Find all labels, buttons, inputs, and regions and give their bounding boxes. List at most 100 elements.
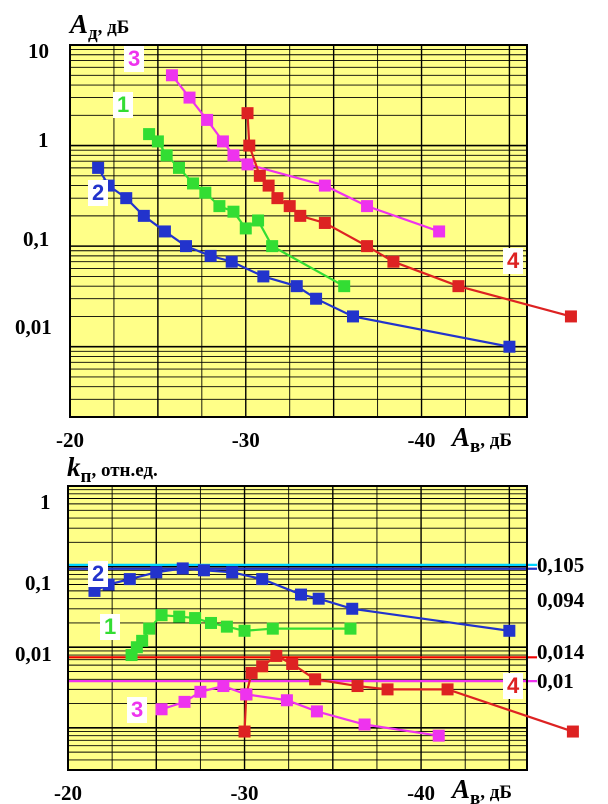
data-point bbox=[266, 240, 279, 253]
data-point bbox=[213, 200, 226, 213]
series-label-bg bbox=[503, 248, 523, 274]
data-point bbox=[441, 683, 454, 696]
data-point bbox=[239, 222, 252, 235]
tick-labels: -20 -30 -40 1 0,1 0,01 bbox=[15, 490, 435, 804]
data-point bbox=[241, 107, 254, 120]
data-point bbox=[433, 225, 446, 238]
x-tick-label: -40 bbox=[408, 428, 436, 452]
data-point bbox=[252, 214, 265, 227]
data-point bbox=[92, 161, 105, 174]
plot-frame bbox=[67, 485, 528, 771]
y-tick-label: 0,01 bbox=[15, 315, 52, 339]
data-point bbox=[358, 718, 371, 731]
data-point bbox=[217, 680, 230, 693]
data-point bbox=[344, 622, 357, 635]
data-point bbox=[216, 135, 229, 148]
data-point bbox=[361, 200, 374, 213]
x-tick-label: -20 bbox=[56, 428, 84, 452]
data-point bbox=[361, 240, 374, 253]
data-point bbox=[238, 725, 251, 738]
data-point bbox=[318, 216, 331, 229]
chart-coefficient: 2 1 4 3 -20 -30 -40 1 0,1 0,01 kп, отн.ед. Aв, д… bbox=[15, 452, 579, 804]
series-label: 2 bbox=[92, 561, 104, 586]
data-point bbox=[199, 186, 212, 199]
data-point bbox=[290, 280, 303, 293]
data-point bbox=[241, 158, 254, 171]
data-point bbox=[194, 685, 207, 698]
data-point bbox=[136, 634, 149, 647]
series-group: 2 1 4 3 bbox=[88, 561, 579, 742]
data-point bbox=[204, 249, 217, 262]
x-tick-label: -20 bbox=[54, 781, 82, 804]
data-point bbox=[204, 616, 217, 629]
x-axis-title: Aв, дБ bbox=[450, 422, 512, 457]
data-point bbox=[172, 161, 185, 174]
data-point bbox=[150, 566, 163, 579]
series-label: 3 bbox=[128, 46, 140, 71]
data-point bbox=[452, 280, 465, 293]
data-point bbox=[381, 683, 394, 696]
data-point bbox=[286, 657, 299, 670]
y-tick-label: 0,1 bbox=[23, 227, 49, 251]
series-label-bg bbox=[503, 673, 523, 699]
series-label-bg bbox=[127, 697, 147, 723]
data-point bbox=[155, 703, 168, 716]
data-point bbox=[294, 209, 307, 222]
data-point bbox=[270, 649, 283, 662]
data-point bbox=[256, 573, 269, 586]
data-point bbox=[173, 610, 186, 623]
tick-labels: -20 -30 -40 10 1 0,1 0,01 bbox=[15, 39, 436, 452]
data-point bbox=[137, 209, 150, 222]
series-label: 1 bbox=[117, 92, 129, 117]
x-tick-label: -30 bbox=[232, 428, 260, 452]
plot-area bbox=[70, 45, 527, 417]
series-group: 3 1 2 4 bbox=[88, 46, 577, 353]
data-point bbox=[283, 200, 296, 213]
x-tick-label: -30 bbox=[231, 781, 259, 804]
series-label: 3 bbox=[131, 697, 143, 722]
data-point bbox=[243, 139, 256, 152]
data-point bbox=[387, 255, 400, 268]
reference-lines bbox=[68, 563, 537, 683]
data-point bbox=[151, 135, 164, 148]
data-point bbox=[318, 179, 331, 192]
data-point bbox=[201, 113, 214, 126]
data-point bbox=[240, 688, 253, 701]
plot-frame bbox=[69, 44, 528, 418]
data-point bbox=[432, 729, 445, 742]
chart-attenuation: 3 1 2 4 -20 -30 -40 10 1 0,1 0,01 Aд, дБ Aв, дБ bbox=[15, 9, 577, 457]
series-label-bg bbox=[100, 614, 120, 640]
data-point bbox=[280, 694, 293, 707]
series-label: 2 bbox=[92, 180, 104, 205]
reference-line-label: 0,105 bbox=[537, 553, 584, 577]
data-point bbox=[346, 310, 359, 323]
data-point bbox=[158, 225, 171, 238]
data-point bbox=[160, 149, 173, 162]
data-point bbox=[178, 695, 191, 708]
data-point bbox=[295, 588, 308, 601]
data-point bbox=[566, 725, 579, 738]
y-axis-title: kп, отн.ед. bbox=[67, 452, 158, 487]
reference-line-label: 0,01 bbox=[537, 669, 574, 693]
data-point bbox=[309, 673, 322, 686]
x-tick-label: -40 bbox=[407, 781, 435, 804]
data-point bbox=[351, 680, 364, 693]
data-point bbox=[346, 602, 359, 615]
series-label: 4 bbox=[507, 248, 520, 273]
data-point bbox=[266, 622, 279, 635]
series-label: 4 bbox=[507, 673, 520, 698]
data-point bbox=[165, 69, 178, 82]
data-point bbox=[227, 149, 240, 162]
data-point bbox=[338, 280, 351, 293]
data-point bbox=[262, 179, 275, 192]
data-point bbox=[180, 240, 193, 253]
series-label-bg bbox=[124, 46, 144, 72]
data-point bbox=[564, 310, 577, 323]
data-point bbox=[503, 624, 516, 637]
data-point bbox=[310, 705, 323, 718]
y-tick-label: 10 bbox=[28, 39, 49, 63]
data-point bbox=[143, 622, 156, 635]
data-point bbox=[220, 620, 233, 633]
series-label-bg bbox=[88, 180, 108, 206]
data-point bbox=[256, 660, 269, 673]
